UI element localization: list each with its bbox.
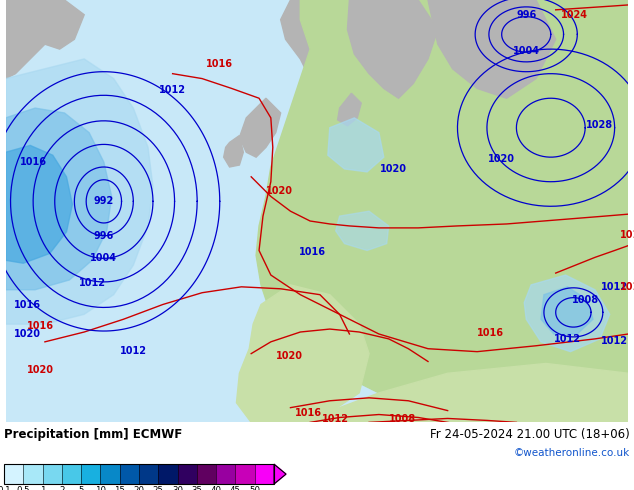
Text: 35: 35: [191, 486, 202, 490]
Text: 0.1: 0.1: [0, 486, 11, 490]
Polygon shape: [274, 464, 286, 484]
Polygon shape: [6, 0, 84, 78]
Text: 1016: 1016: [14, 299, 41, 310]
Polygon shape: [338, 93, 361, 126]
Text: 1012: 1012: [79, 278, 105, 288]
Text: 0.5: 0.5: [16, 486, 30, 490]
Text: 1004: 1004: [513, 46, 540, 56]
Text: 1016: 1016: [27, 321, 55, 331]
Polygon shape: [236, 285, 369, 422]
Polygon shape: [224, 136, 243, 167]
Polygon shape: [6, 146, 72, 263]
Text: ©weatheronline.co.uk: ©weatheronline.co.uk: [514, 448, 630, 458]
Text: 1020: 1020: [266, 186, 293, 196]
Bar: [100, 464, 120, 484]
Text: 1020: 1020: [380, 164, 407, 174]
Polygon shape: [256, 0, 628, 422]
Polygon shape: [6, 59, 153, 324]
Text: 1012: 1012: [619, 282, 634, 292]
Text: 1008: 1008: [389, 415, 416, 424]
Bar: [235, 464, 255, 484]
Text: Fr 24-05-2024 21.00 UTC (18+06): Fr 24-05-2024 21.00 UTC (18+06): [430, 428, 630, 441]
Polygon shape: [347, 0, 438, 98]
Polygon shape: [328, 118, 384, 172]
Bar: [4, 464, 23, 484]
Text: 1024: 1024: [560, 10, 588, 20]
Bar: [139, 464, 158, 484]
Text: 1012: 1012: [554, 334, 581, 344]
Text: 45: 45: [230, 486, 241, 490]
Text: 20: 20: [134, 486, 145, 490]
Polygon shape: [240, 98, 281, 157]
Bar: [255, 464, 274, 484]
Text: 2: 2: [59, 486, 65, 490]
Bar: [81, 464, 100, 484]
Polygon shape: [428, 0, 555, 98]
Text: 25: 25: [153, 486, 164, 490]
Bar: [23, 464, 42, 484]
Text: 1020: 1020: [14, 329, 41, 339]
Text: 5: 5: [79, 486, 84, 490]
Text: 40: 40: [210, 486, 222, 490]
Polygon shape: [271, 364, 628, 422]
Text: 1012: 1012: [159, 85, 186, 96]
Text: 1020: 1020: [276, 350, 303, 361]
Text: 992: 992: [94, 196, 114, 206]
Polygon shape: [524, 275, 610, 352]
Text: 1016: 1016: [295, 409, 323, 418]
Text: 30: 30: [172, 486, 183, 490]
Bar: [120, 464, 139, 484]
Text: 1020: 1020: [27, 365, 55, 375]
Text: 1016: 1016: [477, 328, 504, 338]
Bar: [178, 464, 197, 484]
Text: 1012: 1012: [601, 336, 628, 346]
Text: 1016: 1016: [206, 59, 233, 69]
Text: 1028: 1028: [586, 120, 614, 130]
Polygon shape: [6, 108, 112, 290]
Text: 996: 996: [516, 10, 536, 20]
Bar: [197, 464, 216, 484]
Bar: [42, 464, 62, 484]
Polygon shape: [541, 287, 593, 334]
Bar: [216, 464, 235, 484]
Text: 1: 1: [40, 486, 45, 490]
Text: 1016: 1016: [20, 157, 47, 167]
Text: 1020: 1020: [488, 154, 515, 164]
Text: 15: 15: [114, 486, 125, 490]
Text: 1012: 1012: [120, 345, 147, 356]
Text: 1004: 1004: [91, 253, 117, 263]
Bar: [4, 464, 274, 484]
Bar: [62, 464, 81, 484]
Polygon shape: [335, 211, 389, 250]
Text: Precipitation [mm] ECMWF: Precipitation [mm] ECMWF: [4, 428, 182, 441]
Text: 1016: 1016: [299, 247, 326, 257]
Text: 1012: 1012: [322, 415, 349, 424]
Bar: [158, 464, 178, 484]
Text: 996: 996: [94, 231, 114, 241]
Text: 1012: 1012: [601, 282, 628, 292]
Polygon shape: [281, 0, 418, 108]
Text: 1008: 1008: [572, 294, 598, 305]
Text: 50: 50: [249, 486, 260, 490]
Text: 1016: 1016: [619, 230, 634, 240]
Text: 10: 10: [95, 486, 106, 490]
